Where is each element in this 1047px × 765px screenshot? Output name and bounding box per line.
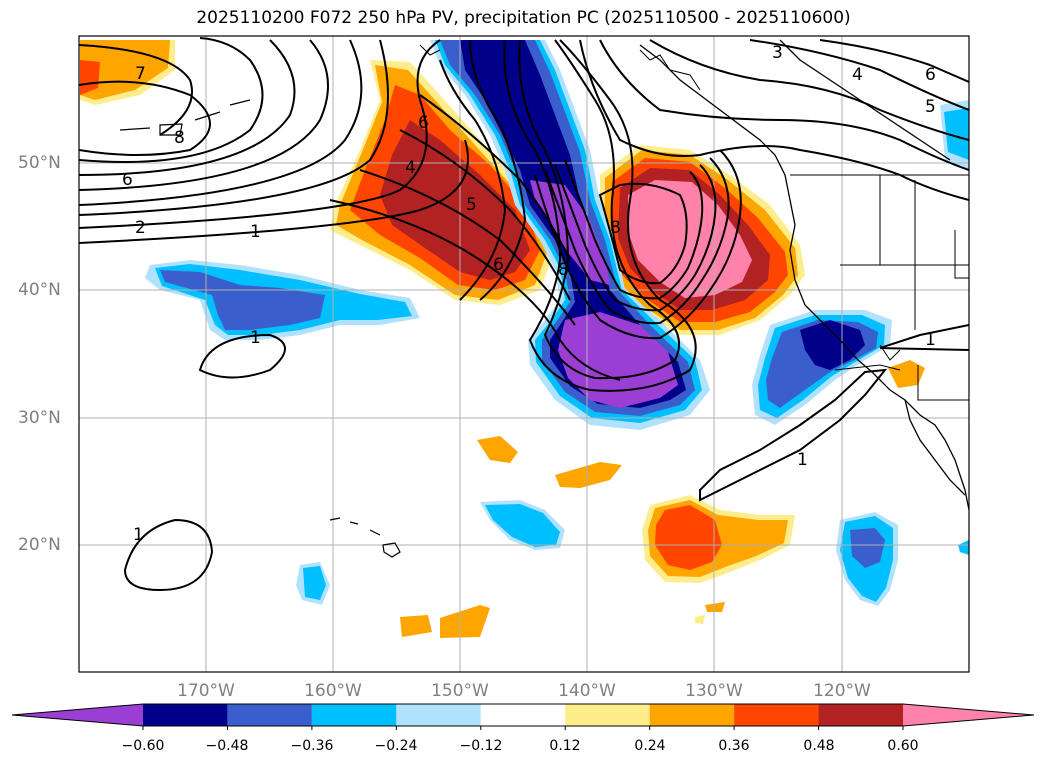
colorbar-segment (649, 704, 735, 726)
colorbar-tick-label: −0.48 (205, 738, 249, 754)
colorbar-segment (903, 704, 1034, 726)
colorbar-tick-label: 0.24 (634, 738, 666, 754)
lon-label: 120°W (813, 681, 871, 701)
contour-label: 5 (925, 97, 936, 117)
contour-label: 1 (797, 450, 808, 470)
colorbar (11, 703, 1035, 730)
lon-label: 150°W (431, 681, 489, 701)
contour-label: 6 (122, 170, 133, 190)
lat-label: 30°N (18, 408, 61, 428)
colorbar-tick-label: −0.36 (290, 738, 334, 754)
colorbar-segment (396, 704, 481, 726)
lon-label: 170°W (177, 681, 235, 701)
colorbar-tick-label: 0.12 (549, 738, 581, 754)
lat-label: 40°N (18, 280, 61, 300)
coastlines (119, 39, 969, 558)
contour-label: 3 (772, 43, 783, 63)
colorbar-tick-label: −0.60 (121, 738, 165, 754)
contour-label: 6 (418, 113, 429, 133)
contour-label: 1 (925, 330, 936, 350)
contour-label: 6 (493, 255, 504, 275)
contour-label: 1 (133, 525, 144, 545)
colorbar-segment (311, 704, 397, 726)
contour-label: 5 (466, 195, 477, 215)
chart-title: 2025110200 F072 250 hPa PV, precipitatio… (196, 8, 851, 28)
contour-label: 1 (250, 328, 261, 348)
colorbar-segment (143, 704, 228, 726)
contour-labels: 7 8 6 2 1 1 6 4 5 6 8 8 3 4 6 5 1 1 1 (122, 43, 936, 545)
colorbar-segment (480, 704, 566, 726)
contour-label: 8 (610, 218, 621, 238)
colorbar-segment (12, 704, 143, 726)
colorbar-segment (565, 704, 650, 726)
colorbar-tick-label: 0.36 (718, 738, 750, 754)
contour-label: 7 (135, 64, 146, 84)
contour-label: 4 (852, 65, 863, 85)
pv-contours (79, 37, 969, 592)
colorbar-tick-label: −0.12 (459, 738, 503, 754)
contour-label: 2 (135, 218, 146, 238)
contour-label: 8 (558, 260, 569, 280)
lat-label: 20°N (18, 535, 61, 555)
contour-label: 6 (925, 65, 936, 85)
lat-label: 50°N (18, 153, 61, 173)
contour-label: 1 (250, 222, 261, 242)
map-frame (78, 35, 970, 673)
contour-label: 8 (174, 128, 185, 148)
colorbar-segment (818, 704, 903, 726)
colorbar-tick-label: 0.48 (803, 738, 835, 754)
colorbar-segment (227, 704, 312, 726)
lon-label: 130°W (685, 681, 743, 701)
map-plot-area: 7 8 6 2 1 1 6 4 5 6 8 8 3 4 6 5 1 1 1 (79, 36, 969, 672)
colorbar-segment (734, 704, 819, 726)
colorbar-tick-label: −0.24 (374, 738, 418, 754)
lon-label: 140°W (558, 681, 616, 701)
lat-lon-grid (79, 36, 969, 672)
colorbar-tick-label: 0.60 (887, 738, 919, 754)
lon-label: 160°W (304, 681, 362, 701)
contour-label: 4 (405, 158, 416, 178)
